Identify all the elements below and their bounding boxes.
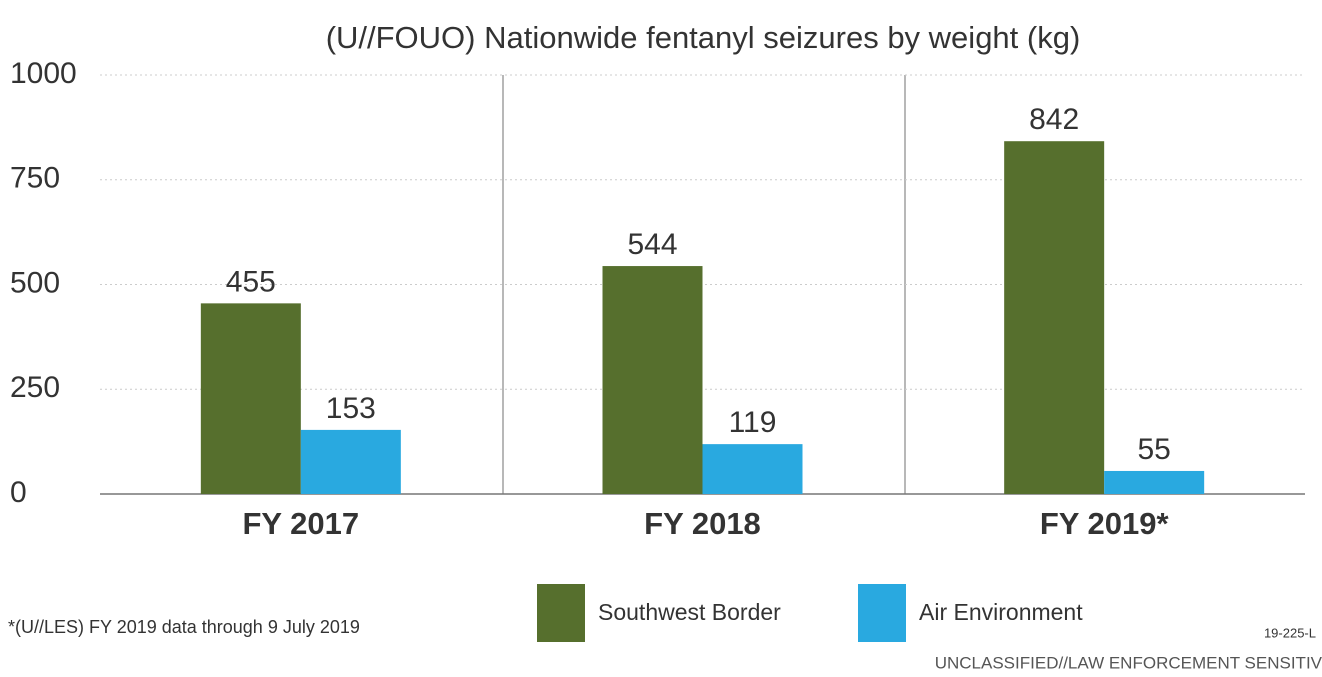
bar (200, 303, 301, 494)
legend-swatch (537, 584, 585, 642)
y-tick-label: 750 (10, 162, 60, 195)
classification: UNCLASSIFIED//LAW ENFORCEMENT SENSITIV (935, 653, 1322, 672)
document-code: 19-225-L (1264, 625, 1316, 640)
chart-title: (U//FOUO) Nationwide fentanyl seizures b… (326, 20, 1081, 55)
bar (702, 444, 803, 494)
bar (602, 266, 703, 494)
x-tick-label: FY 2017 (243, 506, 360, 541)
legend-label: Southwest Border (598, 599, 781, 625)
bar (1104, 470, 1205, 494)
legend-label: Air Environment (919, 599, 1083, 625)
y-tick-label: 250 (10, 371, 60, 404)
x-tick-label: FY 2019* (1040, 506, 1170, 541)
footnote: *(U//LES) FY 2019 data through 9 July 20… (8, 617, 360, 637)
data-label: 153 (326, 392, 376, 425)
data-label: 455 (226, 265, 276, 298)
y-tick-label: 0 (10, 476, 27, 509)
data-label: 544 (627, 228, 677, 261)
bar (1004, 141, 1105, 494)
data-label: 119 (729, 406, 777, 439)
bar (300, 429, 401, 494)
legend-swatch (858, 584, 906, 642)
data-label: 55 (1137, 433, 1170, 466)
y-tick-label: 500 (10, 266, 60, 299)
data-label: 842 (1029, 103, 1079, 136)
x-tick-label: FY 2018 (644, 506, 761, 541)
y-tick-label: 1000 (10, 57, 77, 90)
